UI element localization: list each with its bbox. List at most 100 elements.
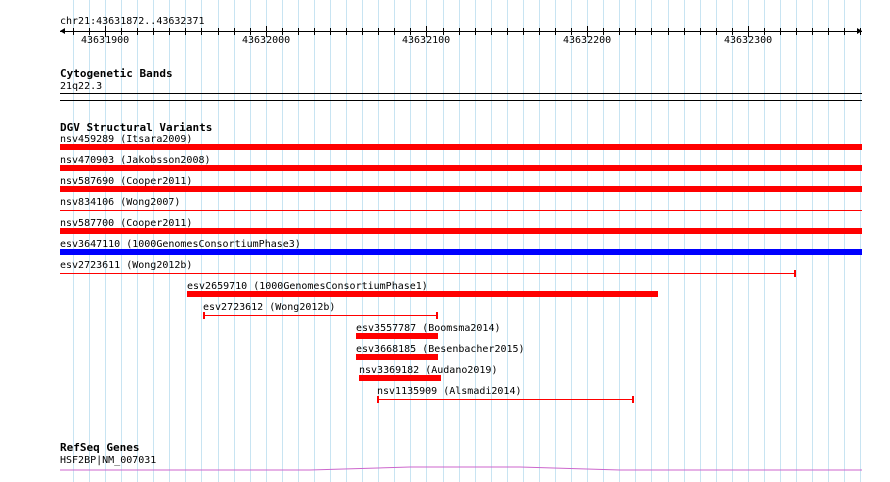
ruler-minor-tick [732, 28, 733, 35]
ruler-minor-tick [314, 28, 315, 35]
ruler-minor-tick [185, 28, 186, 35]
ruler-minor-tick [619, 28, 620, 35]
ruler-minor-tick [828, 28, 829, 35]
ruler-axis [60, 31, 862, 32]
dgv-track-title[interactable]: DGV Structural Variants [60, 121, 213, 134]
variant-label[interactable]: esv2723611 (Wong2012b) [60, 260, 193, 271]
ruler-major-tick [266, 26, 267, 37]
grid-line [780, 0, 781, 482]
refseq-gene-label[interactable]: HSF2BP|NM_007031 [60, 455, 157, 466]
ruler-minor-tick [153, 28, 154, 35]
grid-line [844, 0, 845, 482]
ruler-major-tick [748, 26, 749, 37]
ruler-right-arrow-icon [857, 28, 862, 34]
cytoband-label: 21q22.3 [60, 81, 103, 92]
ruler-minor-tick [491, 28, 492, 35]
grid-line [587, 0, 588, 482]
variant-label[interactable]: esv3668185 (Besenbacher2015) [356, 344, 525, 355]
variant-line[interactable] [60, 210, 862, 211]
grid-line [555, 0, 556, 482]
variant-label[interactable]: nsv3369182 (Audano2019) [359, 365, 498, 376]
ruler-minor-tick [234, 28, 235, 35]
ruler-minor-tick [330, 28, 331, 35]
variant-start-cap [203, 312, 205, 319]
ruler-minor-tick [282, 28, 283, 35]
variant-bar[interactable] [60, 165, 862, 171]
variant-bar[interactable] [187, 291, 658, 297]
ruler-minor-tick [603, 28, 604, 35]
variant-bar[interactable] [359, 375, 441, 381]
ruler-minor-tick [378, 28, 379, 35]
variant-label[interactable]: esv2723612 (Wong2012b) [203, 302, 336, 313]
grid-line [571, 0, 572, 482]
refseq-gene-feature[interactable] [0, 460, 890, 476]
ruler-tick-label: 43632300 [724, 35, 773, 46]
variant-start-cap [377, 396, 379, 403]
ruler-minor-tick [201, 28, 202, 35]
variant-bar[interactable] [60, 228, 862, 234]
ruler-minor-tick [137, 28, 138, 35]
ruler-minor-tick [394, 28, 395, 35]
variant-bar[interactable] [60, 249, 862, 255]
variant-label[interactable]: nsv587690 (Cooper2011) [60, 176, 193, 187]
variant-line[interactable] [377, 399, 634, 400]
ruler-minor-tick [362, 28, 363, 35]
variant-label[interactable]: esv3647110 (1000GenomesConsortiumPhase3) [60, 239, 301, 250]
grid-line [684, 0, 685, 482]
variant-label[interactable]: nsv834106 (Wong2007) [60, 197, 181, 208]
variant-label[interactable]: nsv1135909 (Alsmadi2014) [377, 386, 522, 397]
grid-line [314, 0, 315, 482]
ruler-major-tick [587, 26, 588, 37]
ruler-minor-tick [764, 28, 765, 35]
grid-line [603, 0, 604, 482]
grid-line [507, 0, 508, 482]
variant-bar[interactable] [356, 354, 438, 360]
grid-line [410, 0, 411, 482]
variant-end-cap [794, 270, 796, 277]
variant-label[interactable]: nsv459289 (Itsara2009) [60, 134, 193, 145]
variant-label[interactable]: nsv470903 (Jakobsson2008) [60, 155, 211, 166]
cytoband-line-bottom [60, 100, 862, 101]
ruler-minor-tick [635, 28, 636, 35]
ruler-tick-label: 43632000 [242, 35, 291, 46]
ruler-minor-tick [475, 28, 476, 35]
grid-line [346, 0, 347, 482]
ruler-left-arrow-icon [60, 28, 65, 34]
cytoband-track-title[interactable]: Cytogenetic Bands [60, 67, 173, 80]
refseq-track-title[interactable]: RefSeq Genes [60, 441, 140, 454]
grid-line [330, 0, 331, 482]
variant-bar[interactable] [356, 333, 438, 339]
grid-line [426, 0, 427, 482]
variant-end-cap [632, 396, 634, 403]
variant-label[interactable]: esv3557787 (Boomsma2014) [356, 323, 501, 334]
ruler-minor-tick [218, 28, 219, 35]
ruler-minor-tick [121, 28, 122, 35]
ruler-tick-label: 43631900 [81, 35, 130, 46]
grid-line [812, 0, 813, 482]
grid-line [764, 0, 765, 482]
variant-bar[interactable] [60, 186, 862, 192]
grid-line [394, 0, 395, 482]
grid-line [362, 0, 363, 482]
variant-label[interactable]: esv2659710 (1000GenomesConsortiumPhase1) [187, 281, 428, 292]
variant-bar[interactable] [60, 144, 862, 150]
grid-line [523, 0, 524, 482]
grid-line [378, 0, 379, 482]
ruler: 43631900 43632000 43632100 43632200 43632300 [0, 0, 890, 50]
ruler-tick-label: 43632200 [563, 35, 612, 46]
grid-line [619, 0, 620, 482]
ruler-minor-tick [169, 28, 170, 35]
ruler-minor-tick [250, 28, 251, 35]
ruler-minor-tick [812, 28, 813, 35]
ruler-minor-tick [796, 28, 797, 35]
grid-line [732, 0, 733, 482]
grid-line [491, 0, 492, 482]
ruler-minor-tick [668, 28, 669, 35]
ruler-minor-tick [860, 28, 861, 35]
variant-end-cap [436, 312, 438, 319]
ruler-minor-tick [410, 28, 411, 35]
variant-line[interactable] [60, 273, 796, 274]
grid-line [716, 0, 717, 482]
variant-line[interactable] [203, 315, 438, 316]
variant-label[interactable]: nsv587700 (Cooper2011) [60, 218, 193, 229]
